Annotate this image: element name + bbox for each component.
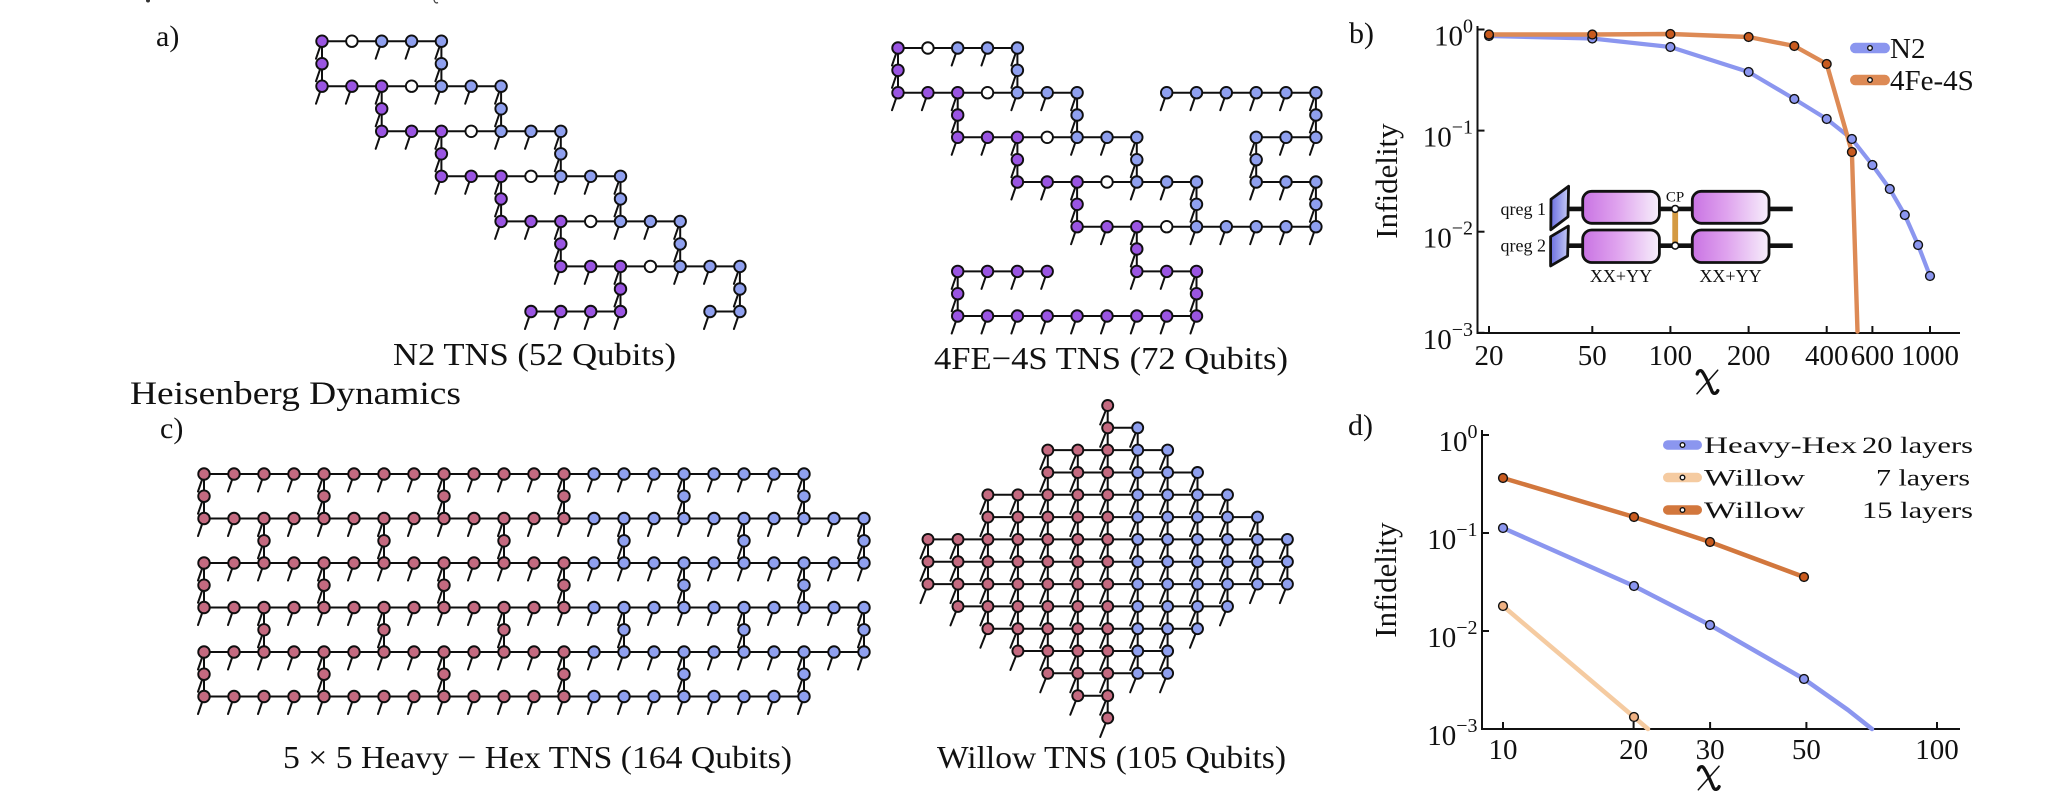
svg-text:5 × 5 Heavy − Hex TNS (164 Qub: 5 × 5 Heavy − Hex TNS (164 Qubits) xyxy=(283,739,792,775)
svg-text:4FE−4S TNS (72 Qubits): 4FE−4S TNS (72 Qubits) xyxy=(934,340,1288,376)
svg-text:XX+YY: XX+YY xyxy=(1590,266,1652,286)
svg-text:Heisenberg Dynamics: Heisenberg Dynamics xyxy=(130,376,461,412)
svg-text:c): c) xyxy=(160,412,183,445)
svg-text:10−1: 10−1 xyxy=(1423,117,1473,154)
svg-text:30: 30 xyxy=(1696,734,1725,766)
svg-text:Willow TNS (105 Qubits): Willow TNS (105 Qubits) xyxy=(937,739,1286,775)
svg-text:200: 200 xyxy=(1727,340,1771,372)
svg-text:100: 100 xyxy=(1649,340,1693,372)
svg-text:400: 400 xyxy=(1805,340,1849,372)
svg-text:15 layers: 15 layers xyxy=(1862,498,1973,523)
svg-text:20 layers: 20 layers xyxy=(1862,433,1973,458)
svg-text:10−2: 10−2 xyxy=(1427,617,1477,654)
svg-text:Infidelity: Infidelity xyxy=(1369,123,1404,239)
svg-text:50: 50 xyxy=(1578,340,1607,372)
svg-text:600: 600 xyxy=(1851,340,1895,372)
svg-text:Willow: Willow xyxy=(1704,498,1806,523)
svg-text:Infidelity: Infidelity xyxy=(1368,522,1403,638)
svg-text:d): d) xyxy=(1348,409,1373,442)
svg-text:Willow: Willow xyxy=(1704,466,1806,491)
svg-text:50: 50 xyxy=(1792,734,1821,766)
svg-text:10−1: 10−1 xyxy=(1427,519,1477,556)
svg-text:XX+YY: XX+YY xyxy=(1699,266,1761,286)
svg-text:qreg 2: qreg 2 xyxy=(1501,236,1546,256)
svg-text:CP: CP xyxy=(1666,190,1684,206)
svg-text:a): a) xyxy=(156,20,179,53)
svg-text:4Fe-4S: 4Fe-4S xyxy=(1890,65,1974,97)
svg-text:100: 100 xyxy=(1439,421,1478,458)
svg-text:10: 10 xyxy=(1489,734,1518,766)
svg-text:1000: 1000 xyxy=(1901,340,1959,372)
svg-text:100: 100 xyxy=(1434,16,1473,53)
svg-text:b): b) xyxy=(1349,17,1374,50)
svg-text:N2: N2 xyxy=(1890,33,1925,65)
svg-text:N2 TNS (52 Qubits): N2 TNS (52 Qubits) xyxy=(393,336,676,372)
svg-text:7 layers: 7 layers xyxy=(1876,466,1970,491)
svg-text:10−2: 10−2 xyxy=(1423,218,1473,255)
svg-text:Heavy-Hex: Heavy-Hex xyxy=(1704,433,1858,458)
svg-text:100: 100 xyxy=(1915,734,1959,766)
svg-text:10−3: 10−3 xyxy=(1423,319,1473,356)
svg-text:20: 20 xyxy=(1475,340,1504,372)
svg-text:20: 20 xyxy=(1619,734,1648,766)
svg-text:qreg 1: qreg 1 xyxy=(1501,199,1546,219)
svg-text:10−3: 10−3 xyxy=(1427,715,1477,752)
